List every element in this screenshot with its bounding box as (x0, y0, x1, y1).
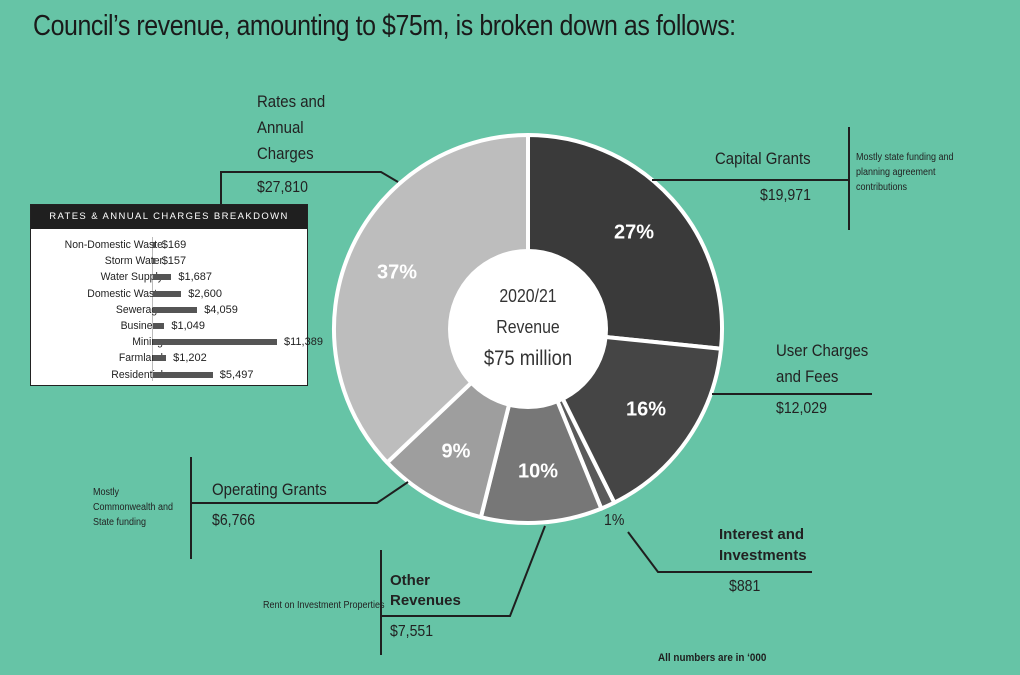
breakdown-category-label: Business (120, 320, 163, 332)
leader-lines (190, 127, 872, 655)
rates-breakdown-panel: RATES & ANNUAL CHARGES BREAKDOWN Non-Dom… (30, 204, 323, 386)
breakdown-category-label: Sewerage (115, 303, 163, 316)
label-rates-2: Annual (257, 118, 304, 137)
breakdown-row: Non-Domestic Waste $169 (31, 237, 307, 253)
value-capital-grants: $19,971 (760, 187, 811, 204)
pct-label-capital: 27% (613, 221, 655, 244)
label-user-charges-2: and Fees (776, 367, 839, 386)
breakdown-value-label: $1,202 (173, 352, 207, 365)
center-label: Revenue (496, 317, 560, 337)
leader-line-rates (220, 171, 399, 204)
slice-other (478, 327, 604, 525)
leader-line-interest (627, 531, 812, 573)
breakdown-value-label: $169 (161, 239, 187, 251)
value-rates: $27,810 (257, 179, 308, 196)
breakdown-axis (152, 237, 153, 381)
breakdown-value-label: $11,389 (284, 336, 323, 349)
value-user-charges: $12,029 (776, 400, 827, 417)
breakdown-category-label: Storm Water (104, 255, 163, 268)
label-rates-3: Charges (257, 144, 314, 163)
breakdown-row: Domestic Waste $2,600 (31, 286, 307, 302)
breakdown-row: Sewerage $4,059 (31, 302, 307, 318)
breakdown-value-label: $4,059 (204, 303, 238, 316)
footnote: All numbers are in ‘000 (658, 652, 767, 664)
value-other: $7,551 (390, 623, 434, 640)
pct-label-other: 10% (517, 460, 559, 483)
chart-title: Council’s revenue, amounting to $75m, is… (33, 10, 736, 42)
label-rates-1: Rates and (257, 92, 326, 111)
label-capital-grants: Capital Grants (715, 149, 811, 168)
breakdown-row: Mining $11,389 (31, 334, 323, 350)
breakdown-row: Storm Water $157 (31, 253, 307, 269)
label-other-1: Other (390, 572, 431, 589)
value-operating-grants: $6,766 (212, 512, 256, 529)
breakdown-category-label: Domestic Waste (87, 287, 163, 300)
breakdown-bar (153, 242, 155, 248)
breakdown-bar (153, 339, 277, 346)
breakdown-category-label: Water Supply (100, 271, 163, 284)
breakdown-bar (153, 290, 182, 297)
breakdown-row: Residential $5,497 (31, 367, 307, 383)
breakdown-bar (153, 306, 198, 313)
pct-label-rates: 37% (376, 261, 418, 284)
slice-rates (331, 133, 530, 465)
breakdown-title: RATES & ANNUAL CHARGES BREAKDOWN (31, 205, 307, 229)
label-interest-2: Investments (719, 547, 807, 564)
label-user-charges-1: User Charges (776, 341, 869, 360)
note-operating-grants: Mostly Commonwealth and State funding (93, 487, 174, 528)
value-interest: $881 (729, 578, 761, 595)
label-interest-1: Interest and (719, 526, 805, 543)
breakdown-category-label: Farmland (118, 352, 163, 365)
leader-line-other (381, 525, 546, 617)
pct-label-user: 16% (625, 398, 667, 421)
center-amount: $75 million (483, 347, 573, 370)
donut-center-label: 2020/21 Revenue $75 million (458, 281, 599, 374)
breakdown-row: Farmland $1,202 (31, 350, 307, 366)
breakdown-row: Water Supply $1,687 (31, 269, 307, 285)
pct-interest: 1% (604, 512, 625, 529)
label-other-2: Revenues (390, 592, 461, 609)
breakdown-row: Business $1,049 (31, 318, 307, 334)
leader-line-operating (191, 481, 409, 504)
breakdown-value-label: $1,049 (171, 320, 206, 332)
pct-label-operating: 9% (441, 440, 471, 463)
label-operating-grants: Operating Grants (212, 480, 327, 499)
breakdown-bar (153, 323, 165, 329)
breakdown-value-label: $2,600 (188, 287, 222, 300)
breakdown-category-label: Residential (111, 368, 163, 381)
note-other: Rent on Investment Properties (263, 600, 385, 611)
breakdown-category-label: Non-Domestic Waste (64, 239, 163, 251)
breakdown-bar (153, 258, 155, 265)
breakdown-bar (153, 274, 172, 281)
center-year: 2020/21 (499, 286, 557, 306)
donut-hole (448, 249, 608, 409)
breakdown-bar (153, 355, 167, 362)
breakdown-value-label: $1,687 (178, 271, 213, 284)
note-capital-grants: Mostly state funding and planning agreem… (856, 152, 954, 193)
breakdown-value-label: $5,497 (219, 368, 254, 381)
breakdown-bar (153, 371, 213, 378)
breakdown-category-label: Mining (132, 336, 163, 349)
donut-slices (331, 133, 724, 525)
breakdown-value-label: $157 (161, 255, 187, 268)
